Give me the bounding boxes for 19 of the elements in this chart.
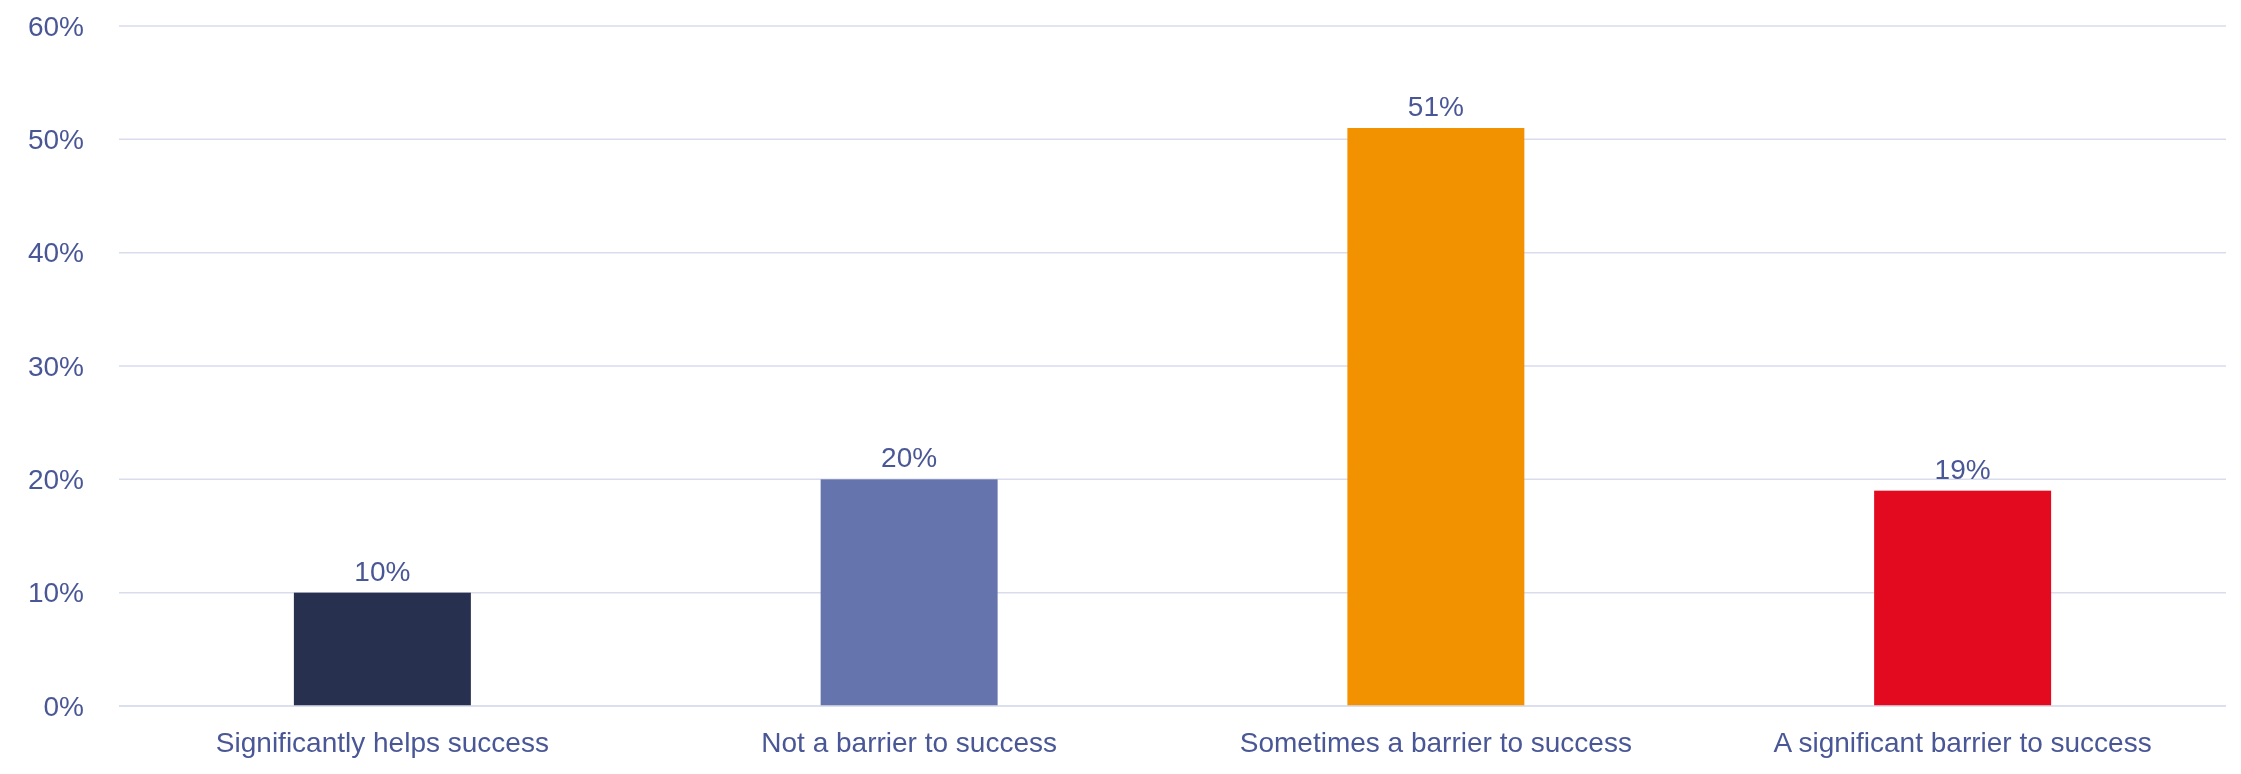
data-label: 51% xyxy=(1407,91,1464,122)
x-tick-label: A significant barrier to success xyxy=(1773,727,2152,758)
bar xyxy=(1874,490,2052,706)
data-label: 19% xyxy=(1934,453,1991,485)
y-tick-label: 0% xyxy=(43,690,84,722)
y-tick-label: 20% xyxy=(27,464,84,496)
data-label: 10% xyxy=(354,555,411,587)
x-tick-label: Significantly helps success xyxy=(215,727,549,758)
x-tick-label: Sometimes a barrier to success xyxy=(1239,727,1632,758)
bar xyxy=(293,592,471,706)
y-tick-label: 40% xyxy=(27,237,84,269)
y-tick-label: 50% xyxy=(27,124,84,156)
y-tick-label: 30% xyxy=(27,350,84,382)
x-tick-label: Not a barrier to success xyxy=(761,727,1057,758)
bar xyxy=(1347,128,1525,706)
y-tick-label: 10% xyxy=(27,577,84,609)
y-tick-label: 60% xyxy=(27,10,84,42)
bar xyxy=(820,479,998,706)
data-label: 20% xyxy=(881,442,938,474)
